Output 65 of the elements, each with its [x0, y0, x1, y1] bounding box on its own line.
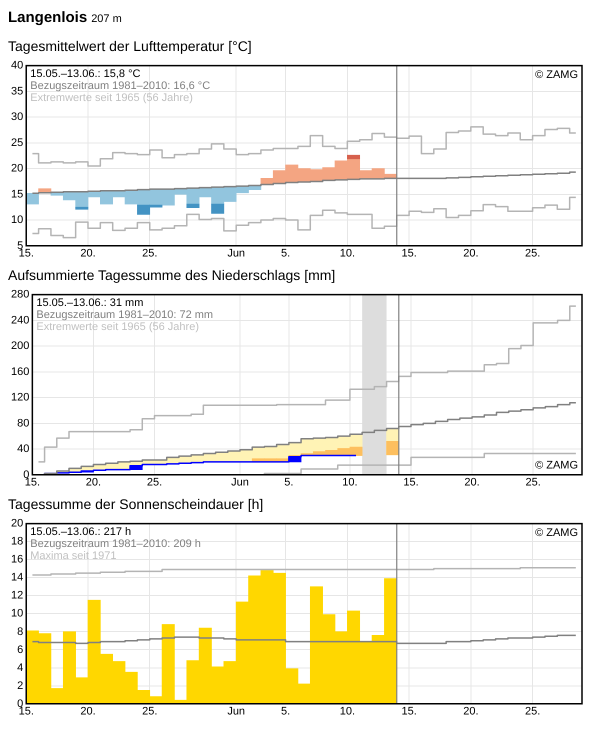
- x-tick-label: 20.: [86, 476, 102, 488]
- x-tick-label: 5.: [284, 476, 294, 488]
- annotation: Extremwerte seit 1965 (56 Jahre): [36, 321, 199, 334]
- y-tick-label: 40: [17, 443, 30, 456]
- y-tick-label: 25: [10, 136, 24, 149]
- y-tick-label: 15: [10, 188, 24, 200]
- x-tick-label: 15.: [401, 247, 417, 260]
- annotation: © ZAMG: [535, 69, 578, 82]
- x-tick-label: 10.: [340, 705, 355, 718]
- x-tick-label: Jun: [231, 476, 249, 488]
- x-tick-label: 25.: [142, 705, 158, 718]
- annotation: Bezugszeitraum 1981–2010: 209 h: [30, 538, 201, 550]
- y-tick-label: 14: [10, 572, 24, 584]
- x-tick-label: 5.: [281, 705, 290, 718]
- y-tick-label: 8: [17, 626, 24, 638]
- y-tick-label: 10: [10, 214, 24, 226]
- x-tick-label: 5.: [281, 247, 290, 260]
- text: 207 m: [91, 13, 122, 25]
- y-tick-label: 200: [10, 340, 30, 352]
- y-tick-label: 10: [10, 608, 24, 620]
- chart-title: Tagesmittelwert der Lufttemperatur [°C]: [8, 37, 253, 56]
- annotation: © ZAMG: [535, 459, 578, 472]
- x-tick-label: Jun: [227, 705, 246, 718]
- y-tick-label: 160: [10, 366, 30, 378]
- annotation: 15.05.–13.06.: 15,8 °C: [30, 68, 140, 80]
- annotation: 15.05.–13.06.: 217 h: [30, 526, 132, 538]
- y-tick-label: 20: [10, 518, 24, 530]
- y-tick-label: 240: [10, 314, 30, 326]
- y-tick-label: 6: [17, 644, 24, 656]
- x-tick-label: 10.: [342, 476, 358, 488]
- y-tick-label: 120: [10, 392, 30, 404]
- annotation: Bezugszeitraum 1981–2010: 16,6 °C: [30, 80, 210, 92]
- x-tick-label: 25.: [142, 247, 158, 260]
- y-tick-label: 30: [10, 111, 24, 124]
- x-tick-label: 10.: [340, 247, 355, 260]
- y-tick-label: 40: [10, 60, 24, 72]
- annotation: Maxima seit 1971: [30, 550, 116, 562]
- chart-title: Aufsummierte Tagessumme des Niederschlags [mm]: [8, 266, 336, 285]
- y-tick-label: 2: [17, 680, 24, 692]
- x-tick-label: 25.: [524, 705, 540, 718]
- annotation: © ZAMG: [535, 527, 578, 540]
- y-tick-label: 35: [10, 85, 24, 98]
- x-tick-label: 20.: [464, 476, 480, 488]
- y-tick-label: 12: [10, 590, 24, 602]
- x-tick-label: 25.: [524, 247, 540, 260]
- annotation: Extremwerte seit 1965 (56 Jahre): [30, 92, 193, 104]
- y-tick-label: 280: [10, 288, 30, 301]
- y-tick-label: 20: [10, 162, 24, 175]
- text: Langenlois: [8, 9, 88, 26]
- x-tick-label: 20.: [463, 705, 478, 718]
- x-tick-label: 15.: [403, 476, 419, 488]
- chart-title: Tagessumme der Sonnenscheindauer [h]: [8, 495, 264, 514]
- y-tick-label: 18: [10, 536, 24, 548]
- y-tick-label: 4: [17, 662, 24, 674]
- x-tick-label: Jun: [227, 247, 246, 260]
- x-tick-label: 20.: [80, 247, 96, 260]
- annotation: 15.05.–13.06.: 31 mm: [36, 297, 144, 310]
- x-tick-label: 25.: [525, 476, 541, 488]
- x-tick-label: 20.: [463, 247, 478, 260]
- y-tick-label: 16: [10, 554, 24, 566]
- annotation: Bezugszeitraum 1981–2010: 72 mm: [36, 309, 214, 322]
- x-tick-label: 15.: [401, 705, 417, 718]
- x-tick-label: 25.: [146, 476, 162, 488]
- x-tick-label: 20.: [80, 705, 96, 718]
- y-tick-label: 80: [17, 417, 30, 430]
